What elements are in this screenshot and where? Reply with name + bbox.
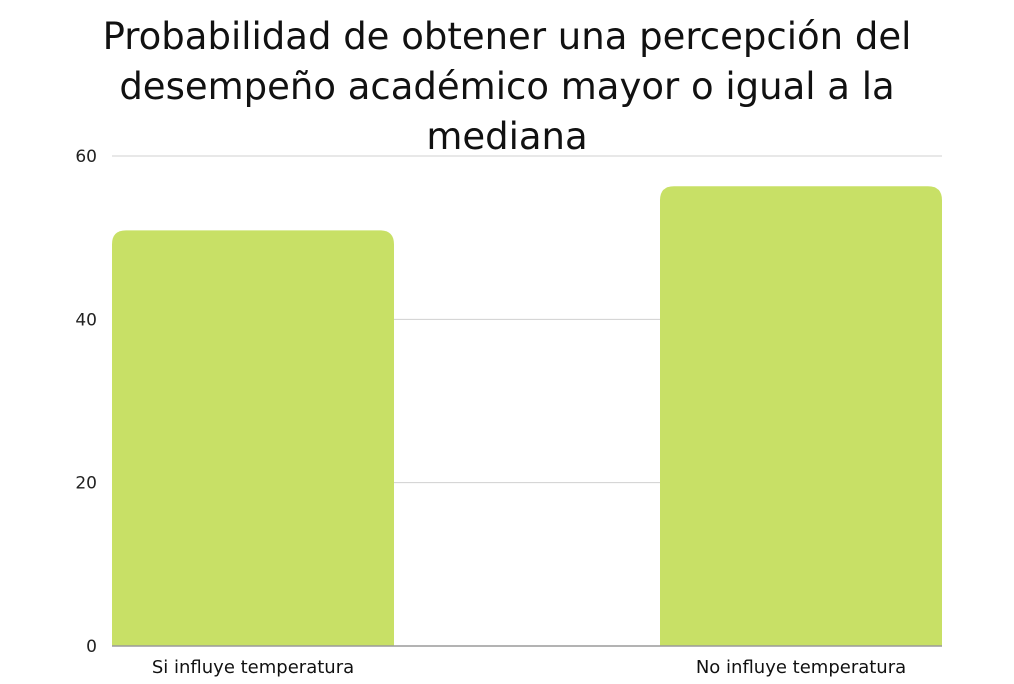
y-tick-label: 60 <box>75 147 97 167</box>
bar-2 <box>660 186 942 646</box>
chart-title: Probabilidad de obtener una percepción d… <box>0 12 1014 162</box>
labels: 0 20 40 60 Si influye temperatura No influye … <box>75 147 906 678</box>
x-category-label: Si influye temperatura <box>152 657 354 678</box>
chart-title-line-3: mediana <box>426 115 588 158</box>
chart-title-line-1: Probabilidad de obtener una percepción d… <box>102 15 912 58</box>
bars <box>112 186 942 647</box>
bar-1 <box>112 230 394 647</box>
y-tick-label: 40 <box>75 310 97 330</box>
y-tick-label: 20 <box>75 474 97 494</box>
y-tick-label: 0 <box>86 637 97 657</box>
chart-title-line-2: desempeño académico mayor o igual a la <box>119 65 895 108</box>
x-category-label: No influye temperatura <box>696 657 906 678</box>
